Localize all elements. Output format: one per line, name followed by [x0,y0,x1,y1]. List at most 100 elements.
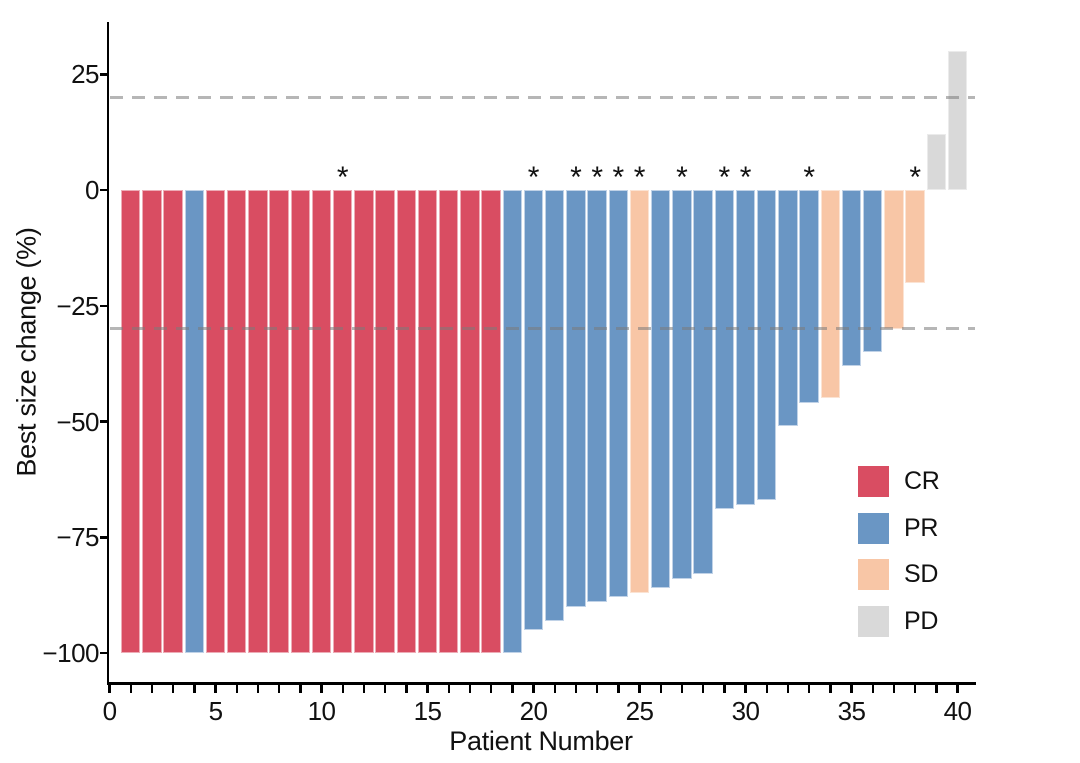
bar-patient-18 [481,190,501,653]
bar-patient-30 [735,190,756,505]
bar-patient-33 [799,190,819,403]
x-tick-label: 40 [943,696,972,726]
x-tick [765,684,768,693]
bar-patient-39 [926,134,947,190]
y-tick-label: −75 [56,522,99,553]
bar-patient-26 [651,190,671,589]
x-tick [850,684,853,693]
legend-item-pd: PD [858,605,978,637]
x-tick [807,684,811,693]
x-tick [617,684,620,693]
y-tick [99,420,107,423]
y-tick-label: 0 [85,175,99,205]
x-tick [511,684,514,693]
y-tick-label: −25 [56,290,99,321]
x-tick-label: 0 [102,696,117,726]
x-tick [193,684,196,693]
annotation-asterisk: * [739,161,752,194]
bar-patient-32 [778,190,798,427]
legend-item-cr: CR [858,466,978,497]
bar-patient-8 [269,190,289,653]
x-tick [574,684,578,693]
x-tick [256,684,260,693]
legend-label: CR [904,467,940,495]
legend-item-pr: PR [858,512,978,544]
x-tick [701,684,705,693]
x-tick [341,684,344,693]
x-tick [447,684,450,693]
bar-patient-29 [714,190,735,510]
bar-patient-15 [417,190,438,653]
x-tick [786,684,790,693]
x-tick [935,684,938,693]
x-tick-label: 15 [413,696,442,726]
bar-patient-27 [672,190,692,579]
x-tick [956,684,959,693]
annotation-asterisk: * [909,161,921,194]
x-tick [405,684,408,693]
x-tick [829,684,832,693]
x-tick-label: 35 [837,696,866,726]
x-tick [235,684,238,693]
x-tick [214,684,217,693]
bar-patient-21 [545,190,565,621]
bar-patient-16 [439,190,459,653]
x-tick-label: 25 [625,696,654,726]
x-tick-label: 30 [731,696,760,726]
x-tick [744,684,747,693]
legend-label: PD [904,606,939,635]
annotation-asterisk: * [803,161,815,194]
x-tick [871,684,874,693]
legend-swatch-sd [858,559,889,590]
x-tick-label: 10 [307,696,336,726]
y-tick [99,651,107,655]
bar-patient-2 [142,190,162,653]
y-tick-label: −100 [42,638,99,668]
x-tick [108,684,111,693]
x-tick [913,684,917,693]
bar-patient-25 [629,190,650,593]
x-tick [680,684,684,693]
bar-patient-7 [248,190,268,653]
threshold-line-20 [109,95,975,99]
x-tick-label: 20 [519,696,548,726]
annotation-asterisk: * [633,161,646,194]
annotation-asterisk: * [527,161,540,194]
bar-patient-3 [163,190,183,653]
bar-patient-11 [333,190,353,653]
y-tick-label: −50 [56,406,99,437]
bar-patient-38 [905,190,925,283]
y-tick [99,304,107,307]
x-tick [553,684,556,693]
bar-patient-24 [608,190,629,598]
x-tick [468,684,472,693]
legend-swatch-pd [858,605,889,637]
bar-patient-19 [502,190,523,653]
x-tick [723,684,726,693]
y-tick [99,536,107,539]
bar-patient-40 [947,51,968,190]
bar-patient-23 [587,190,607,603]
x-tick [532,684,535,693]
threshold-line--30 [109,327,975,331]
x-tick [638,684,641,693]
bar-patient-13 [375,190,395,653]
y-axis-line [106,22,109,685]
y-tick [99,188,107,192]
bar-patient-5 [205,190,226,653]
x-axis-title: Patient Number [449,726,633,756]
bar-patient-36 [863,190,883,353]
x-tick [277,684,281,693]
x-tick [129,684,132,693]
annotation-asterisk: * [718,161,731,194]
bar-patient-28 [693,190,713,575]
bar-patient-14 [396,190,417,653]
legend-swatch-pr [858,512,889,544]
bar-patient-22 [566,190,586,607]
x-tick [383,684,387,693]
annotation-asterisk: * [591,161,603,194]
annotation-asterisk: * [570,161,582,194]
